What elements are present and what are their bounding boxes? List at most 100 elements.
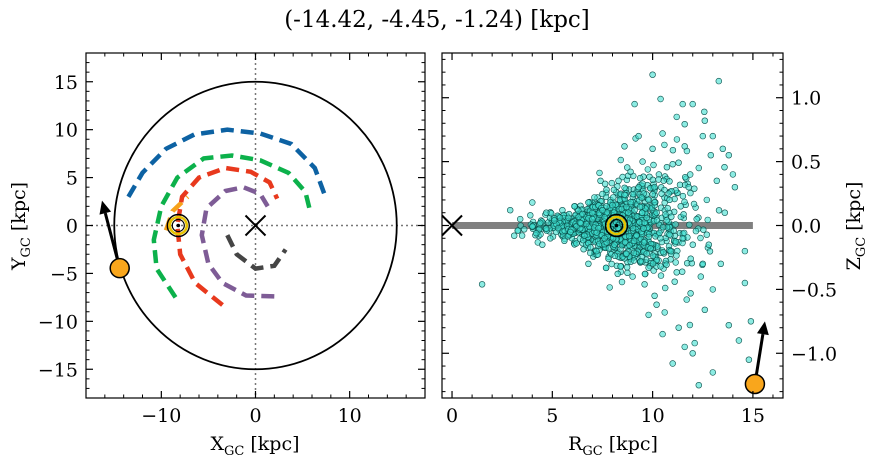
star-point: [681, 143, 688, 150]
left-sun-marker-outer: [166, 213, 190, 238]
star-point: [621, 143, 628, 150]
star-point: [556, 214, 564, 221]
star-point: [660, 249, 667, 256]
star-point: [655, 176, 662, 183]
star-point: [675, 324, 682, 331]
left-ytick-label: −15: [38, 359, 78, 381]
star-point: [567, 228, 574, 236]
spiral-arm-2: [151, 153, 313, 299]
star-point: [543, 209, 550, 216]
star-point: [597, 177, 604, 185]
star-point: [601, 235, 608, 242]
star-point: [653, 209, 660, 216]
left-xtick-label: −10: [141, 405, 181, 427]
star-point: [601, 180, 609, 188]
star-point: [693, 215, 700, 223]
star-point: [735, 337, 743, 344]
left-ytick-label: −10: [38, 311, 78, 333]
star-point: [719, 145, 726, 153]
star-point: [686, 171, 694, 178]
star-point: [650, 161, 657, 169]
star-point: [687, 255, 694, 262]
star-point: [670, 227, 677, 235]
star-point: [653, 301, 660, 308]
star-point: [638, 209, 646, 216]
star-point: [666, 196, 673, 204]
star-point: [692, 227, 700, 235]
star-point: [621, 191, 628, 199]
right-target-arrow-head: [756, 321, 769, 336]
star-point: [687, 290, 694, 297]
star-point: [686, 221, 693, 229]
left-target-arrow-head: [99, 200, 112, 215]
star-point: [618, 278, 626, 286]
star-point: [671, 278, 678, 285]
right-target-marker: [744, 373, 766, 395]
star-point: [643, 250, 650, 257]
star-point: [565, 214, 572, 222]
star-point: [706, 248, 714, 255]
star-point: [653, 217, 661, 224]
left-ytick-label: 10: [54, 120, 78, 142]
star-point: [630, 249, 638, 257]
star-point: [610, 186, 618, 194]
right-ytick-label: −1.0: [791, 343, 837, 365]
star-point: [542, 225, 550, 232]
star-point: [593, 247, 600, 255]
star-point: [695, 382, 702, 389]
star-point: [677, 203, 684, 210]
star-point: [640, 225, 647, 232]
right-ytick-label: −0.5: [791, 279, 837, 301]
star-point: [659, 130, 666, 137]
star-point: [705, 241, 712, 248]
star-point: [664, 205, 671, 212]
right-xtick-label: 15: [741, 405, 765, 427]
spiral-arm-5: [199, 184, 275, 299]
star-point: [701, 117, 708, 124]
star-point: [637, 258, 644, 265]
star-point: [599, 190, 606, 198]
star-point: [643, 214, 650, 222]
right-xtick-label: 10: [641, 405, 665, 427]
star-point: [596, 169, 603, 177]
star-point: [679, 235, 686, 242]
star-point: [638, 194, 645, 201]
star-point: [686, 321, 694, 329]
star-point: [611, 241, 618, 248]
star-point: [669, 360, 676, 367]
star-point: [633, 232, 640, 239]
star-point: [729, 171, 737, 178]
star-point: [657, 95, 664, 103]
star-point: [668, 213, 675, 220]
star-point: [585, 260, 592, 267]
star-point: [661, 141, 668, 149]
star-point: [663, 217, 670, 224]
star-point: [624, 269, 631, 276]
star-point: [681, 174, 689, 181]
star-point: [741, 279, 749, 287]
star-point: [662, 211, 669, 218]
star-point: [603, 186, 610, 193]
star-point: [647, 245, 654, 252]
star-point: [701, 306, 708, 313]
star-point: [547, 235, 554, 242]
left-xlabel: XGC [kpc]: [210, 433, 299, 459]
right-sun-marker-outer: [604, 213, 629, 238]
star-point: [529, 199, 536, 206]
star-point: [575, 207, 582, 214]
star-point: [581, 232, 588, 239]
star-point: [645, 196, 652, 204]
star-point: [507, 207, 514, 214]
star-point: [644, 166, 651, 173]
star-point: [606, 284, 613, 291]
star-point: [700, 226, 707, 233]
star-point: [514, 227, 521, 234]
star-point: [539, 241, 546, 248]
star-point: [585, 199, 592, 206]
star-point: [673, 113, 680, 121]
star-point: [672, 238, 679, 245]
star-point: [657, 235, 664, 242]
star-point: [520, 226, 528, 233]
star-point: [627, 168, 634, 176]
